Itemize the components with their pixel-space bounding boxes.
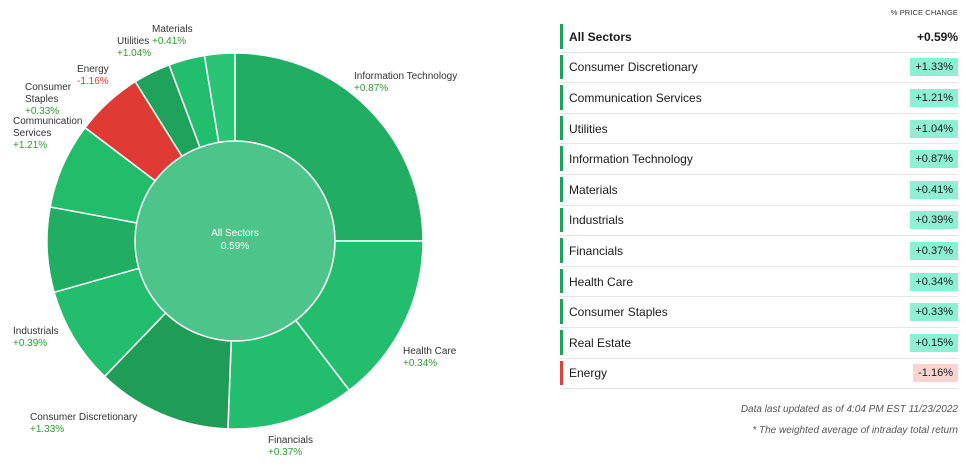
svg-text:Energy: Energy [77, 64, 109, 75]
row-value-badge: +0.41% [910, 180, 958, 199]
label-info-tech: Information Technology +0.87% [354, 71, 457, 94]
row-name: Real Estate [569, 335, 632, 350]
svg-text:Consumer Discretionary: Consumer Discretionary [30, 412, 137, 423]
row-indicator-bar [560, 54, 563, 80]
label-info-tech-value: +0.87% [354, 83, 388, 94]
row-name: All Sectors [569, 29, 632, 44]
label-communication-services-value: +1.21% [13, 140, 47, 151]
label-consumer-discretionary-value: +1.33% [30, 424, 64, 435]
label-financials-value: +0.37% [268, 447, 302, 458]
svg-text:Materials: Materials [152, 24, 193, 35]
row-indicator-bar [560, 268, 563, 294]
label-consumer-staples: Consumer Staples +0.33% [25, 82, 72, 117]
svg-text:Services: Services [13, 128, 51, 139]
row-indicator-bar [560, 176, 563, 202]
footnotes: Data last updated as of 4:04 PM EST 11/2… [560, 399, 958, 441]
row-indicator-bar [560, 115, 563, 141]
row-indicator-bar [560, 24, 563, 49]
row-name: Financials [569, 243, 624, 258]
row-value-badge: +1.33% [910, 58, 958, 77]
row-name: Consumer Discretionary [569, 60, 698, 75]
svg-text:Financials: Financials [268, 435, 313, 446]
row-name: Communication Services [569, 90, 702, 105]
label-utilities: Utilities +1.04% [117, 36, 151, 59]
row-name: Health Care [569, 274, 634, 289]
donut-center-circle [134, 140, 336, 342]
row-name: Materials [569, 182, 618, 197]
table-row[interactable]: Utilities +1.04% [560, 114, 958, 145]
row-indicator-bar [560, 360, 563, 386]
table-row[interactable]: Industrials +0.39% [560, 206, 958, 237]
row-name: Energy [569, 366, 608, 381]
label-materials-value: +0.41% [152, 36, 186, 47]
row-name: Industrials [569, 213, 624, 228]
row-indicator-bar [560, 85, 563, 110]
table-row[interactable]: Health Care +0.34% [560, 267, 958, 298]
table-row[interactable]: Energy -1.16% [560, 359, 958, 390]
sector-performance-table: % PRICE CHANGE All Sectors +0.59% Consum… [560, 8, 958, 441]
svg-text:Utilities: Utilities [117, 36, 149, 47]
table-row[interactable]: Real Estate +0.15% [560, 328, 958, 359]
row-name: Information Technology [569, 152, 693, 167]
row-indicator-bar [560, 238, 563, 263]
table-row[interactable]: Communication Services +1.21% [560, 83, 958, 114]
label-energy: Energy -1.16% [77, 64, 109, 87]
center-label: All Sectors [211, 228, 259, 239]
label-communication-services: Communication Services +1.21% [13, 116, 82, 151]
row-value-badge: +1.04% [910, 119, 958, 138]
row-value-badge: +0.34% [910, 272, 958, 291]
row-indicator-bar [560, 207, 563, 233]
row-value: +0.59% [916, 29, 958, 44]
label-health-care: Health Care +0.34% [403, 346, 457, 369]
label-health-care-value: +0.34% [403, 358, 437, 369]
row-value-badge: +0.37% [910, 241, 958, 260]
table-row[interactable]: Materials +0.41% [560, 175, 958, 206]
row-value-badge: +0.15% [910, 333, 958, 352]
sector-donut-chart: All Sectors 0.59% Information Technology… [13, 24, 457, 458]
row-indicator-bar [560, 299, 563, 324]
label-consumer-discretionary: Consumer Discretionary +1.33% [30, 412, 137, 435]
label-utilities-value: +1.04% [117, 48, 151, 59]
table-row[interactable]: Consumer Discretionary +1.33% [560, 53, 958, 84]
label-materials: Materials +0.41% [152, 24, 193, 47]
row-indicator-bar [560, 146, 563, 171]
row-value-badge: -1.16% [913, 364, 958, 383]
row-value-badge: +1.21% [910, 88, 958, 107]
row-name: Utilities [569, 121, 608, 136]
label-financials: Financials +0.37% [268, 435, 313, 458]
row-indicator-bar [560, 329, 563, 355]
column-header: % PRICE CHANGE [890, 8, 958, 17]
row-value-badge: +0.87% [910, 150, 958, 169]
svg-text:Industrials: Industrials [13, 326, 59, 337]
last-updated-note: Data last updated as of 4:04 PM EST 11/2… [740, 404, 958, 416]
row-value-badge: +0.33% [910, 303, 958, 322]
table-row[interactable]: Financials +0.37% [560, 236, 958, 267]
table-row[interactable]: Information Technology +0.87% [560, 144, 958, 175]
svg-text:Staples: Staples [25, 94, 58, 105]
svg-text:Health Care: Health Care [403, 346, 457, 357]
center-value: 0.59% [221, 241, 249, 252]
label-energy-value: -1.16% [77, 76, 109, 87]
label-industrials-value: +0.39% [13, 338, 47, 349]
label-industrials: Industrials +0.39% [13, 326, 59, 349]
svg-text:Communication: Communication [13, 116, 82, 127]
weighted-average-note: * The weighted average of intraday total… [752, 425, 958, 437]
table-row[interactable]: Consumer Staples +0.33% [560, 297, 958, 328]
svg-text:Consumer: Consumer [25, 82, 72, 93]
row-name: Consumer Staples [569, 305, 668, 320]
label-consumer-staples-value: +0.33% [25, 106, 59, 117]
svg-text:Information Technology: Information Technology [354, 71, 457, 82]
row-value-badge: +0.39% [910, 211, 958, 230]
table-row-all-sectors[interactable]: All Sectors +0.59% [560, 22, 958, 53]
